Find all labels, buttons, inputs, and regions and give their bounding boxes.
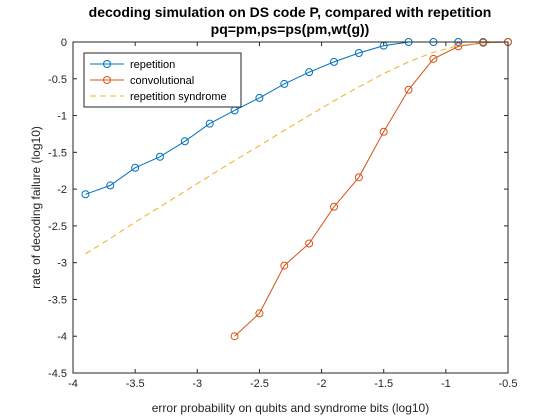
data-point-convolutional bbox=[230, 332, 239, 341]
legend-swatch-marker bbox=[103, 76, 111, 84]
data-point-repetition bbox=[180, 137, 189, 146]
data-point-convolutional bbox=[404, 85, 413, 94]
data-point-repetition bbox=[305, 68, 314, 77]
data-point-repetition bbox=[131, 163, 140, 172]
series-line-convolutional bbox=[234, 41, 509, 337]
data-point-repetition bbox=[205, 119, 214, 128]
data-point-convolutional bbox=[330, 202, 338, 211]
x-tick-label: -3 bbox=[192, 378, 202, 390]
y-tick-label: -4 bbox=[57, 331, 67, 343]
data-point-repetition bbox=[255, 93, 264, 102]
y-tick-label: -2 bbox=[57, 184, 67, 196]
x-tick-label: -0.5 bbox=[499, 378, 518, 390]
y-tick-label: -2.5 bbox=[48, 221, 67, 233]
data-point-repetition bbox=[81, 190, 90, 199]
data-point-repetition bbox=[106, 181, 115, 190]
data-point-repetition bbox=[330, 57, 338, 66]
y-tick-label: -1 bbox=[57, 111, 67, 123]
x-tick-label: -4 bbox=[68, 378, 78, 390]
data-point-convolutional bbox=[280, 261, 289, 270]
data-point-repetition bbox=[354, 49, 363, 58]
legend-label: convolutional bbox=[130, 75, 194, 87]
y-tick-label: -0.5 bbox=[48, 74, 67, 86]
y-tick-label: 0 bbox=[61, 37, 67, 49]
legend-label: repetition bbox=[130, 59, 175, 71]
axis-ticks: -4 -3.5 -3 -2.5 -2 -1.5 -1 -0.5 0 -0.5 -1 -1.5 -2 -2.… bbox=[48, 37, 517, 390]
axes-box bbox=[72, 41, 509, 374]
x-tick-label: -1 bbox=[441, 378, 451, 390]
chart-subtitle: pq=pm,ps=ps(pm,wt(g)) bbox=[211, 21, 370, 37]
series-line-repetition-syndrome bbox=[85, 41, 509, 255]
data-point-convolutional bbox=[354, 173, 363, 182]
chart-title: decoding simulation on DS code P, compar… bbox=[89, 4, 492, 20]
legend-label: repetition syndrome bbox=[130, 91, 227, 103]
data-point-repetition bbox=[280, 79, 289, 88]
data-point-repetition bbox=[156, 152, 164, 161]
data-point-convolutional bbox=[255, 309, 264, 318]
data-point-convolutional bbox=[379, 127, 388, 136]
y-tick-label: -4.5 bbox=[48, 368, 67, 380]
x-axis-label: error probability on qubits and syndrome… bbox=[152, 401, 429, 415]
y-tick-label: -1.5 bbox=[48, 147, 67, 159]
legend: repetition convolutional repetition syndro… bbox=[83, 52, 242, 108]
x-tick-label: -1.5 bbox=[374, 378, 393, 390]
x-tick-label: -3.5 bbox=[126, 378, 145, 390]
data-point-convolutional bbox=[305, 239, 314, 248]
x-tick-label: -2.5 bbox=[250, 378, 269, 390]
y-tick-label: -3 bbox=[57, 258, 67, 270]
data-point-convolutional bbox=[429, 54, 438, 63]
y-axis-label: rate of decoding failure (log10) bbox=[29, 126, 43, 289]
legend-swatch-marker bbox=[103, 60, 111, 68]
x-tick-label: -2 bbox=[317, 378, 327, 390]
y-tick-label: -3.5 bbox=[48, 294, 67, 306]
